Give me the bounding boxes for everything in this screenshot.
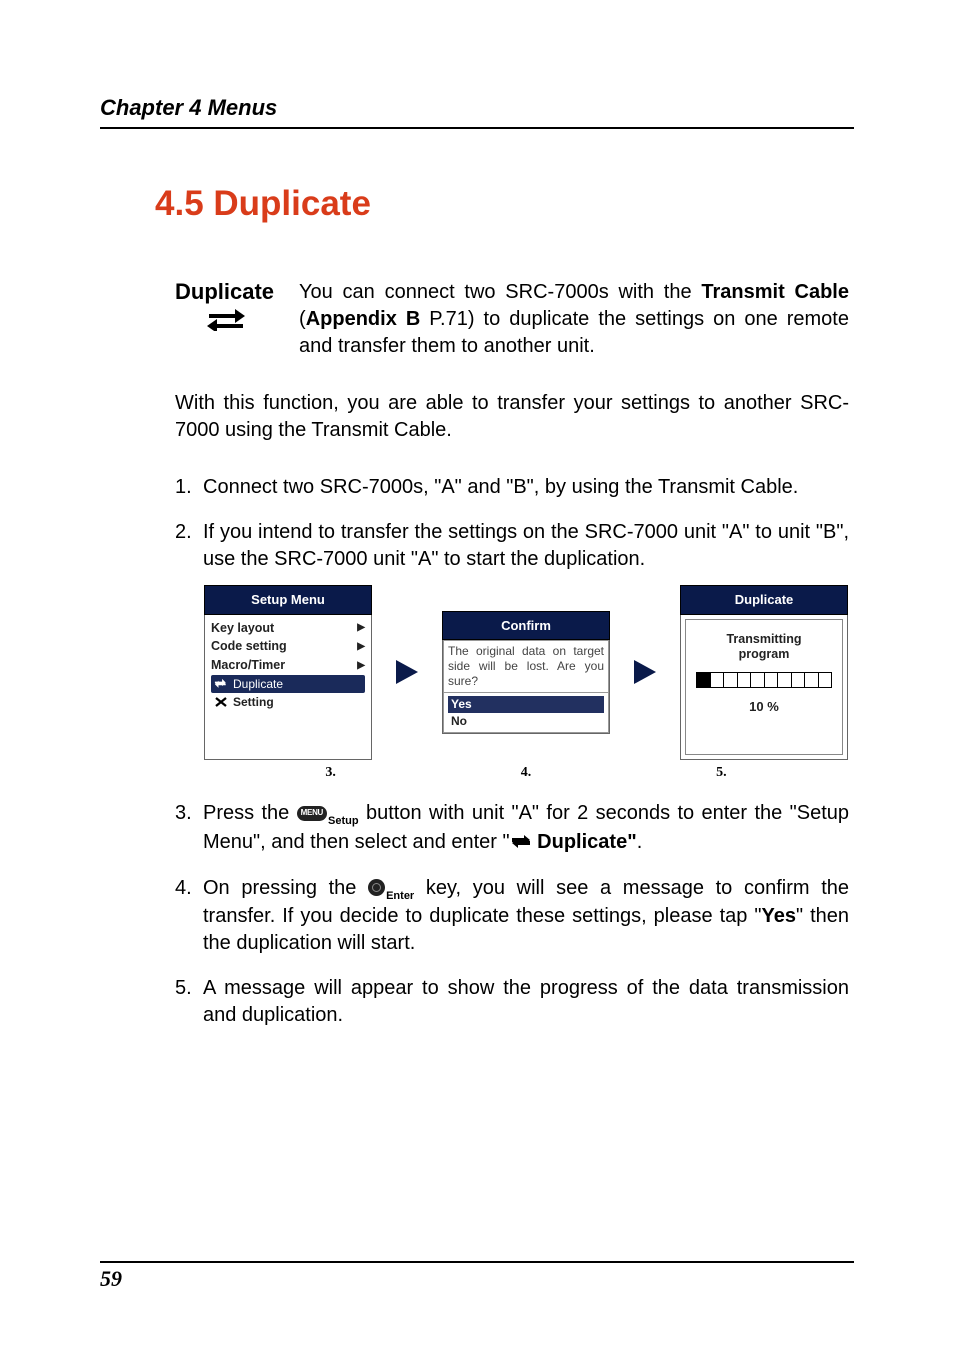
screens-labels: 3. 4. 5. [203, 764, 849, 783]
menu-item-codesetting: Code setting ▶ [211, 637, 365, 656]
chapter-header: Chapter 4 Menus [100, 95, 854, 129]
screen1-body: Key layout ▶ Code setting ▶ Macro/Timer ▶ D… [204, 615, 372, 760]
line1: Transmitting [726, 632, 801, 646]
screens-row: Setup Menu Key layout ▶ Code setting ▶ Mac… [203, 585, 849, 760]
confirm-options: Yes No [443, 693, 609, 732]
enter-sub: Enter [386, 890, 414, 902]
screen-confirm: Confirm The original data on target side… [442, 611, 610, 734]
s3-bold: Duplicate" [532, 831, 637, 853]
page-footer: 59 [100, 1261, 854, 1292]
screen-label-5: 5. [716, 764, 727, 783]
section-title: 4.5 Duplicate [155, 184, 854, 224]
paragraph-1: With this function, you are able to tran… [175, 390, 849, 444]
progress-seg [792, 673, 806, 687]
screen2-title: Confirm [442, 611, 610, 641]
arrow-right-icon [632, 658, 658, 686]
enter-button-icon [368, 879, 385, 896]
transmitting-label: Transmitting program [692, 632, 836, 662]
progress-seg [751, 673, 765, 687]
screen-setup-menu: Setup Menu Key layout ▶ Code setting ▶ Mac… [204, 585, 372, 760]
s3-c: . [637, 831, 643, 853]
section-name: Duplicate [213, 184, 371, 223]
menu-item-setting: Setting [211, 693, 365, 711]
progress-seg [765, 673, 779, 687]
screen-label-4: 4. [521, 764, 532, 783]
intro-label: Duplicate [175, 279, 274, 360]
steps-list: Connect two SRC-7000s, "A" and "B", by u… [175, 474, 849, 1029]
screen3-title: Duplicate [680, 585, 848, 615]
s4-a: On pressing the [203, 877, 368, 899]
duplicate-progress-panel: Transmitting program [685, 619, 843, 755]
progress-seg [819, 673, 832, 687]
step-2-text: If you intend to transfer the settings o… [203, 521, 849, 570]
chevron-right-icon: ▶ [357, 640, 365, 654]
arrow-right-icon [394, 658, 420, 686]
step-3: Press the MENUSetup button with unit "A"… [175, 800, 849, 856]
chevron-right-icon: ▶ [357, 621, 365, 635]
progress-seg [778, 673, 792, 687]
duplicate-mini-icon [214, 678, 228, 690]
intro-label-title: Duplicate [175, 279, 274, 305]
confirm-yes: Yes [448, 696, 604, 712]
confirm-text: The original data on target side will be… [443, 640, 609, 693]
chevron-right-icon: ▶ [357, 659, 365, 673]
menu-item-duplicate: Duplicate [211, 675, 365, 693]
step-4: On pressing the Enter key, you will see … [175, 875, 849, 958]
s3-a: Press the [203, 802, 297, 824]
menu-item-macrotimer: Macro/Timer ▶ [211, 656, 365, 675]
progress-seg [805, 673, 819, 687]
step-5: A message will appear to show the progre… [175, 975, 849, 1029]
intro-bold2: Appendix B [306, 308, 421, 330]
progress-seg [738, 673, 752, 687]
content-area: Duplicate You can connect two SRC-7000s … [175, 279, 849, 1029]
s4-bold: Yes [761, 905, 795, 927]
step-2: If you intend to transfer the settings o… [175, 519, 849, 782]
screen-duplicate: Duplicate Transmitting program [680, 585, 848, 760]
menu-label: Duplicate [233, 676, 283, 692]
menu-label: Key layout [211, 620, 274, 637]
progress-percent: 10 % [692, 698, 836, 716]
progress-bar [696, 672, 832, 688]
page-number: 59 [100, 1266, 854, 1292]
progress-seg [724, 673, 738, 687]
section-number: 4.5 [155, 184, 204, 223]
screen1-title: Setup Menu [204, 585, 372, 615]
intro-bold1: Transmit Cable [701, 281, 849, 303]
menu-button-icon: MENU [297, 806, 327, 821]
duplicate-inline-icon [510, 829, 532, 856]
menu-label: Setting [233, 694, 274, 710]
menu-item-keylayout: Key layout ▶ [211, 619, 365, 638]
confirm-no: No [448, 713, 604, 729]
intro-p1: You can connect two SRC-7000s with the [299, 281, 701, 303]
progress-seg [711, 673, 725, 687]
intro-p2: ( [299, 308, 306, 330]
menu-label: Code setting [211, 638, 287, 655]
setup-sub: Setup [328, 815, 359, 827]
menu-label: Macro/Timer [211, 657, 285, 674]
step-1: Connect two SRC-7000s, "A" and "B", by u… [175, 474, 849, 501]
intro-text: You can connect two SRC-7000s with the T… [299, 279, 849, 360]
progress-seg [697, 673, 711, 687]
screen-label-3: 3. [325, 764, 336, 783]
duplicate-icon [175, 307, 274, 331]
line2: program [739, 647, 790, 661]
tools-mini-icon [214, 696, 228, 708]
screen3-body: Transmitting program [680, 615, 848, 760]
intro-row: Duplicate You can connect two SRC-7000s … [175, 279, 849, 360]
screen2-body: The original data on target side will be… [442, 640, 610, 733]
